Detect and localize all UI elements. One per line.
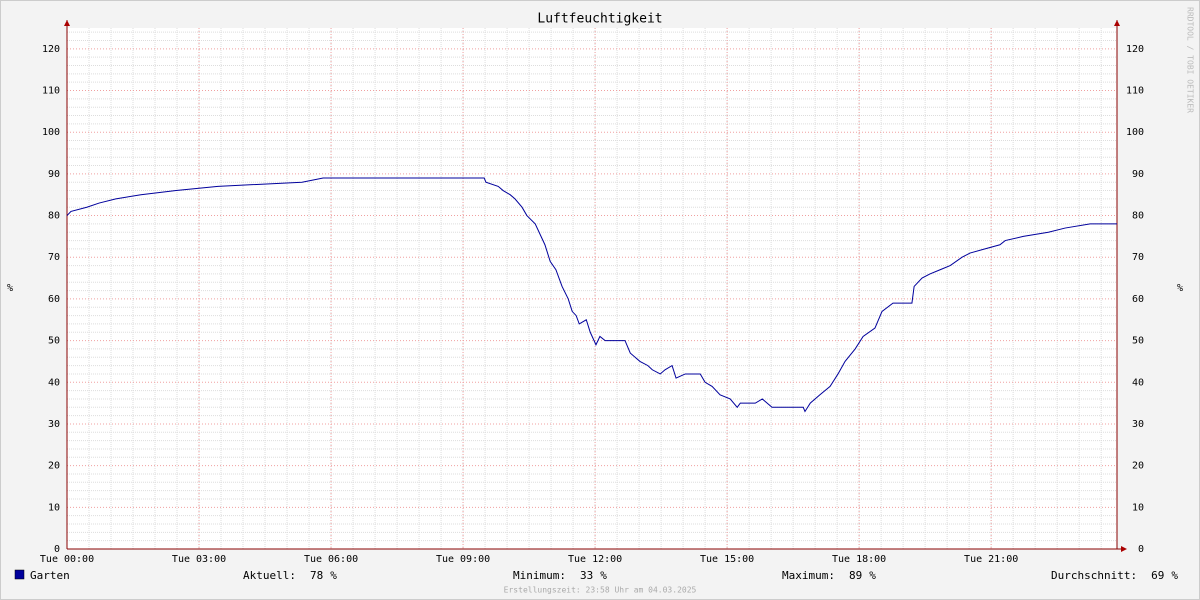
stat-value: 69 bbox=[1151, 569, 1164, 582]
stat-unit: % bbox=[600, 569, 607, 582]
x-tick-label: Tue 21:00 bbox=[964, 554, 1018, 565]
y-tick-label-right: 50 bbox=[1132, 336, 1144, 347]
axis-arrow bbox=[1121, 546, 1127, 552]
y-tick-label: 110 bbox=[42, 86, 60, 97]
stat: Aktuell: 78% bbox=[243, 569, 337, 582]
chart-title: Luftfeuchtigkeit bbox=[537, 12, 662, 27]
stat-value: 89 bbox=[849, 569, 862, 582]
y-tick-label-right: 0 bbox=[1138, 544, 1144, 555]
y-tick-label-right: 30 bbox=[1132, 419, 1144, 430]
y-tick-label-right: 90 bbox=[1132, 169, 1144, 180]
y-axis-label-right: % bbox=[1177, 283, 1183, 294]
stat-unit: % bbox=[1171, 569, 1178, 582]
stat-unit: % bbox=[869, 569, 876, 582]
y-tick-label: 60 bbox=[48, 294, 60, 305]
stat-unit: % bbox=[330, 569, 337, 582]
y-tick-label: 50 bbox=[48, 336, 60, 347]
legend-label: Garten bbox=[30, 569, 70, 582]
y-tick-label: 100 bbox=[42, 127, 60, 138]
stat-value: 78 bbox=[310, 569, 323, 582]
y-tick-label-right: 40 bbox=[1132, 377, 1144, 388]
stat-label: Minimum: bbox=[513, 569, 566, 582]
y-tick-label: 80 bbox=[48, 211, 60, 222]
stat: Minimum: 33% bbox=[513, 569, 607, 582]
axis-arrow bbox=[1114, 20, 1120, 26]
y-tick-label-right: 10 bbox=[1132, 502, 1144, 513]
x-tick-label: Tue 15:00 bbox=[700, 554, 754, 565]
y-tick-label: 70 bbox=[48, 252, 60, 263]
x-tick-label: Tue 00:00 bbox=[40, 554, 94, 565]
y-tick-label-right: 80 bbox=[1132, 211, 1144, 222]
y-tick-label: 120 bbox=[42, 44, 60, 55]
x-tick-label: Tue 06:00 bbox=[304, 554, 358, 565]
plot-area bbox=[67, 28, 1117, 549]
stat: Maximum: 89% bbox=[782, 569, 876, 582]
y-tick-label: 40 bbox=[48, 377, 60, 388]
stat-value: 33 bbox=[580, 569, 593, 582]
y-tick-label-right: 120 bbox=[1126, 44, 1144, 55]
x-tick-label: Tue 09:00 bbox=[436, 554, 490, 565]
y-tick-label-right: 20 bbox=[1132, 461, 1144, 472]
legend-swatch bbox=[14, 569, 25, 580]
axis-arrow bbox=[64, 20, 70, 26]
x-tick-label: Tue 03:00 bbox=[172, 554, 226, 565]
stat: Durchschnitt: 69% bbox=[1051, 569, 1178, 582]
watermark: RRDTOOL / TOBI OETIKER bbox=[1186, 7, 1195, 113]
y-tick-label-right: 60 bbox=[1132, 294, 1144, 305]
x-tick-label: Tue 18:00 bbox=[832, 554, 886, 565]
stat-label: Aktuell: bbox=[243, 569, 296, 582]
y-tick-label-right: 70 bbox=[1132, 252, 1144, 263]
stat-label: Durchschnitt: bbox=[1051, 569, 1137, 582]
y-tick-label-right: 110 bbox=[1126, 86, 1144, 97]
y-axis-label: % bbox=[7, 283, 13, 294]
stat-label: Maximum: bbox=[782, 569, 835, 582]
y-tick-label-right: 100 bbox=[1126, 127, 1144, 138]
y-tick-label: 0 bbox=[54, 544, 60, 555]
x-tick-label: Tue 12:00 bbox=[568, 554, 622, 565]
y-tick-label: 90 bbox=[48, 169, 60, 180]
y-tick-label: 20 bbox=[48, 461, 60, 472]
data-line bbox=[66, 177, 1117, 413]
footer: Erstellungszeit: 23:58 Uhr am 04.03.2025 bbox=[504, 586, 697, 595]
y-tick-label: 10 bbox=[48, 502, 60, 513]
y-tick-label: 30 bbox=[48, 419, 60, 430]
